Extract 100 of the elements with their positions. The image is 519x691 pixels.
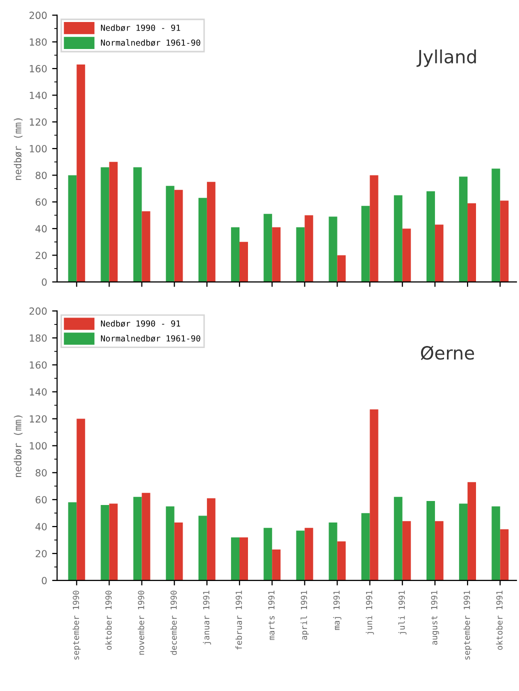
y-axis-title: nedbør (mm) — [14, 416, 23, 477]
bar — [272, 549, 281, 580]
bar — [492, 168, 500, 282]
bar — [142, 492, 150, 580]
bar — [500, 200, 509, 282]
y-tick-label: 140 — [30, 388, 47, 396]
bar — [142, 211, 150, 282]
y-tick-label: 100 — [30, 442, 47, 450]
legend-label: Normalnedbør 1961-90 — [100, 335, 200, 342]
bar — [468, 203, 476, 282]
bar — [304, 215, 314, 282]
y-tick-label: 60 — [36, 198, 47, 206]
bar — [76, 418, 86, 580]
bar — [174, 190, 183, 282]
bar — [328, 216, 338, 282]
y-tick-label: 180 — [30, 334, 47, 342]
bar — [426, 191, 435, 282]
bar — [231, 227, 240, 282]
bar — [100, 504, 110, 580]
bar — [296, 227, 305, 282]
y-tick-label: 100 — [30, 145, 47, 152]
x-tick-label: august 1991 — [431, 590, 440, 645]
bar — [100, 167, 110, 282]
bar — [361, 513, 370, 580]
y-tick-label: 60 — [36, 496, 47, 504]
bar — [206, 182, 216, 282]
bar — [402, 228, 411, 282]
bar — [426, 500, 435, 580]
bar — [434, 521, 444, 580]
x-tick-label: januar 1991 — [202, 590, 211, 645]
y-tick-label: 120 — [30, 118, 47, 126]
bar — [394, 195, 402, 282]
bar — [304, 528, 314, 580]
y-tick-label: 200 — [30, 307, 47, 315]
y-tick-label: 200 — [30, 12, 47, 20]
y-tick-label: 160 — [30, 65, 47, 72]
x-tick-label: maj 1991 — [333, 590, 342, 630]
y-axis-title: nedbør (mm) — [14, 118, 23, 180]
y-tick-label: 20 — [36, 550, 47, 558]
x-tick-label: juni 1991 — [366, 590, 374, 635]
y-tick-label: 120 — [30, 415, 47, 423]
annotation: Jylland — [416, 49, 476, 67]
bar — [296, 530, 305, 580]
bar — [337, 255, 346, 282]
bar — [459, 176, 468, 282]
bar — [133, 496, 142, 580]
bar — [328, 522, 338, 580]
bar — [272, 227, 281, 282]
bar — [174, 522, 183, 580]
bar — [206, 498, 216, 580]
bar — [337, 541, 346, 580]
bar — [434, 224, 444, 282]
y-tick-label: 140 — [30, 92, 47, 100]
bar — [240, 537, 248, 580]
y-tick-label: 40 — [35, 523, 47, 530]
x-tick-label: december 1990 — [170, 590, 177, 655]
x-tick-label: november 1990 — [138, 590, 144, 655]
bar — [361, 206, 370, 282]
bar — [109, 162, 118, 282]
x-tick-label: oktober 1991 — [496, 590, 503, 650]
x-tick-label: juli 1991 — [398, 590, 406, 635]
x-tick-label: marts 1991 — [268, 590, 275, 640]
x-tick-label: september 1990 — [72, 590, 81, 660]
y-tick-label: 20 — [36, 252, 47, 260]
x-tick-label: februar 1991 — [236, 590, 242, 650]
bar — [76, 64, 86, 282]
x-tick-label: oktober 1990 — [105, 590, 112, 650]
bar — [492, 506, 500, 580]
bar — [370, 409, 378, 580]
bar — [166, 186, 174, 282]
y-tick-label: 180 — [30, 38, 47, 46]
bar — [459, 504, 468, 580]
bar — [264, 528, 272, 580]
bar — [109, 504, 118, 580]
y-tick-label: 0 — [42, 278, 47, 286]
bar — [394, 496, 402, 580]
annotation: Øerne — [420, 346, 474, 360]
x-tick-label: april 1991 — [300, 590, 309, 640]
bar — [231, 537, 240, 580]
bar — [468, 482, 476, 580]
bar — [166, 506, 174, 580]
bar — [500, 529, 509, 580]
bar — [198, 198, 207, 282]
legend-label: Normalnedbør 1961-90 — [100, 39, 200, 46]
y-tick-label: 40 — [35, 225, 47, 232]
y-tick-label: 80 — [36, 469, 47, 476]
y-tick-label: 80 — [36, 172, 47, 180]
bar — [198, 516, 207, 580]
y-tick-label: 160 — [30, 361, 47, 369]
bar — [240, 242, 248, 282]
bar — [402, 521, 411, 580]
x-tick-label: september 1991 — [464, 590, 472, 660]
legend-label: Nedbør 1990 - 91 — [100, 320, 180, 327]
bar — [68, 175, 77, 282]
bar — [264, 214, 272, 282]
bar — [68, 502, 77, 580]
bar — [370, 175, 378, 282]
legend-label: Nedbør 1990 - 91 — [100, 24, 180, 32]
y-tick-label: 0 — [42, 576, 47, 584]
bar — [133, 167, 142, 282]
